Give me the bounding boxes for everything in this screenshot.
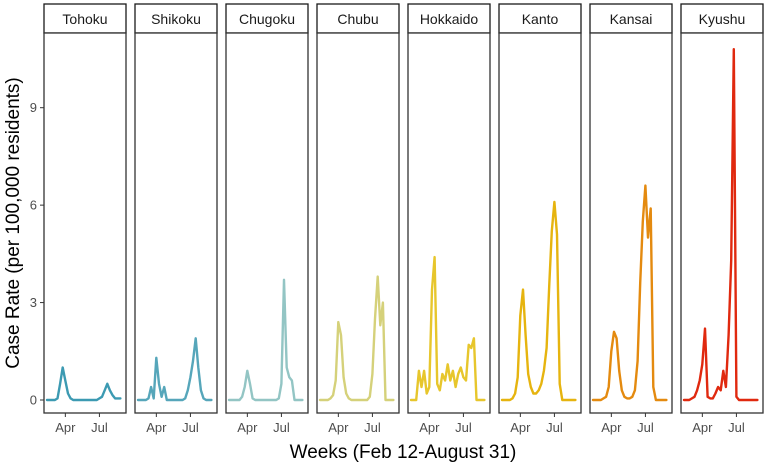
strip-label: Kyushu [699, 11, 746, 27]
series-line-kyushu [682, 48, 759, 402]
panel-kanto [498, 32, 582, 414]
strip-label: Shikoku [151, 11, 201, 27]
x-tick-label: Jul [728, 420, 745, 435]
x-tick-label: Jul [273, 420, 290, 435]
x-axis-title: Weeks (Feb 12-August 31) [290, 442, 517, 463]
y-tick-label: 9 [30, 100, 37, 115]
x-tick-label: Jul [182, 420, 199, 435]
x-tick-label: Jul [91, 420, 108, 435]
y-tick-label: 3 [30, 295, 37, 310]
strip-label: Chubu [337, 11, 378, 27]
y-tick-label: 0 [30, 393, 37, 408]
x-tick-label: Apr [237, 420, 258, 435]
panel-kyushu [680, 32, 764, 414]
series-line-hokkaido [409, 255, 486, 402]
strip-label: Kanto [522, 11, 559, 27]
series-line-kanto [500, 200, 577, 402]
x-tick-label: Apr [692, 420, 713, 435]
series-line-kansai [591, 184, 668, 402]
y-tick-label: 6 [30, 198, 37, 213]
series-line-chugoku [227, 278, 304, 402]
x-tick-label: Jul [455, 420, 472, 435]
x-tick-label: Apr [55, 420, 76, 435]
x-tick-label: Apr [601, 420, 622, 435]
strip-label: Tohoku [62, 11, 107, 27]
strip-label: Hokkaido [420, 11, 479, 27]
series-line-chubu [318, 275, 395, 402]
panel-kansai [589, 32, 673, 414]
x-tick-label: Jul [364, 420, 381, 435]
series-line-tohoku [45, 366, 122, 402]
y-axis-title: Case Rate (per 100,000 residents) [3, 77, 24, 369]
x-tick-label: Jul [637, 420, 654, 435]
strip-label: Chugoku [239, 11, 295, 27]
strip-label: Kansai [610, 11, 653, 27]
panel-hokkaido [407, 32, 491, 414]
panel-shikoku [134, 32, 218, 414]
x-tick-label: Jul [546, 420, 563, 435]
strip-shikoku [134, 3, 218, 34]
strip-hokkaido [407, 3, 491, 34]
x-tick-label: Apr [510, 420, 531, 435]
x-tick-label: Apr [419, 420, 440, 435]
strip-tohoku [43, 3, 127, 34]
x-tick-label: Apr [146, 420, 167, 435]
panel-chugoku [225, 32, 309, 414]
series-line-shikoku [136, 337, 213, 402]
x-tick-label: Apr [328, 420, 349, 435]
panel-tohoku [43, 32, 127, 414]
panel-chubu [316, 32, 400, 414]
